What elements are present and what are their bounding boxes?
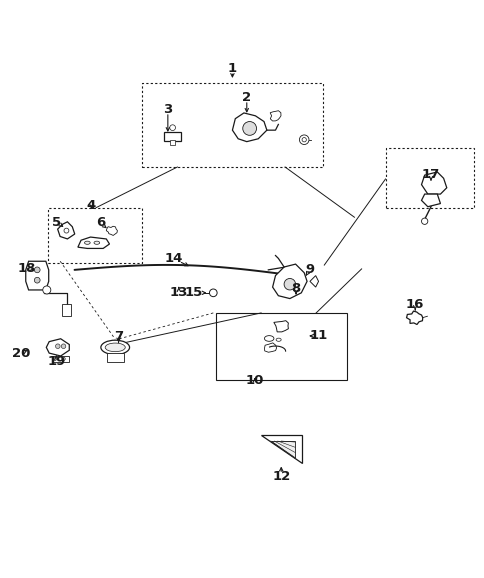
Bar [62, 304, 72, 316]
Bar [164, 132, 181, 142]
Ellipse shape [101, 340, 130, 354]
Bar [216, 313, 347, 380]
Text: 6: 6 [96, 217, 106, 229]
Polygon shape [422, 194, 440, 207]
Circle shape [64, 228, 69, 233]
Text: 9: 9 [305, 264, 315, 276]
Text: 12: 12 [272, 470, 290, 483]
Polygon shape [274, 321, 288, 332]
Text: 4: 4 [87, 199, 96, 212]
Text: 8: 8 [291, 281, 301, 295]
Polygon shape [26, 261, 49, 290]
Polygon shape [272, 264, 307, 299]
Ellipse shape [105, 343, 125, 351]
Circle shape [62, 357, 65, 361]
Circle shape [210, 289, 217, 297]
Circle shape [43, 286, 51, 294]
Bar [48, 208, 141, 262]
Polygon shape [422, 172, 447, 194]
Text: 18: 18 [17, 262, 36, 275]
Circle shape [34, 277, 40, 283]
Polygon shape [58, 222, 75, 239]
Polygon shape [271, 441, 295, 458]
Circle shape [34, 267, 40, 273]
Polygon shape [78, 237, 109, 249]
Polygon shape [260, 435, 302, 463]
Circle shape [422, 218, 428, 224]
Circle shape [53, 357, 57, 361]
Bar [386, 148, 474, 208]
Circle shape [61, 344, 66, 349]
Ellipse shape [94, 241, 100, 244]
Bar [141, 83, 323, 167]
Bar [106, 353, 124, 362]
Polygon shape [407, 311, 423, 324]
Text: 17: 17 [422, 168, 440, 181]
Ellipse shape [276, 338, 281, 342]
Circle shape [284, 279, 296, 290]
Polygon shape [106, 226, 118, 235]
Text: 15: 15 [185, 286, 203, 299]
Circle shape [243, 121, 257, 135]
Bar [170, 140, 175, 145]
Text: 16: 16 [406, 298, 424, 311]
Polygon shape [270, 111, 281, 121]
Ellipse shape [85, 241, 90, 244]
Text: 13: 13 [170, 286, 188, 299]
Text: 5: 5 [52, 216, 61, 228]
Polygon shape [310, 276, 318, 287]
Circle shape [170, 125, 176, 131]
Polygon shape [46, 339, 69, 356]
Text: 7: 7 [114, 331, 123, 343]
Ellipse shape [264, 336, 274, 342]
Text: 1: 1 [228, 62, 237, 75]
Circle shape [56, 344, 60, 349]
Text: 20: 20 [12, 347, 30, 360]
Text: 19: 19 [47, 355, 65, 368]
Bar [52, 356, 69, 362]
Text: 2: 2 [242, 91, 251, 104]
Polygon shape [265, 343, 276, 352]
Text: 14: 14 [165, 253, 183, 265]
Text: 3: 3 [163, 103, 172, 116]
Text: 10: 10 [246, 375, 264, 387]
Circle shape [302, 138, 306, 142]
Polygon shape [232, 113, 267, 142]
Circle shape [300, 135, 309, 144]
Text: 11: 11 [309, 329, 328, 342]
